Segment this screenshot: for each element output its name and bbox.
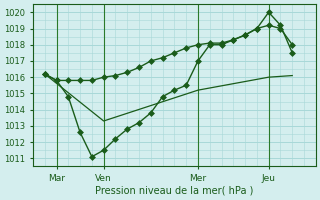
X-axis label: Pression niveau de la mer( hPa ): Pression niveau de la mer( hPa ) [95, 186, 253, 196]
